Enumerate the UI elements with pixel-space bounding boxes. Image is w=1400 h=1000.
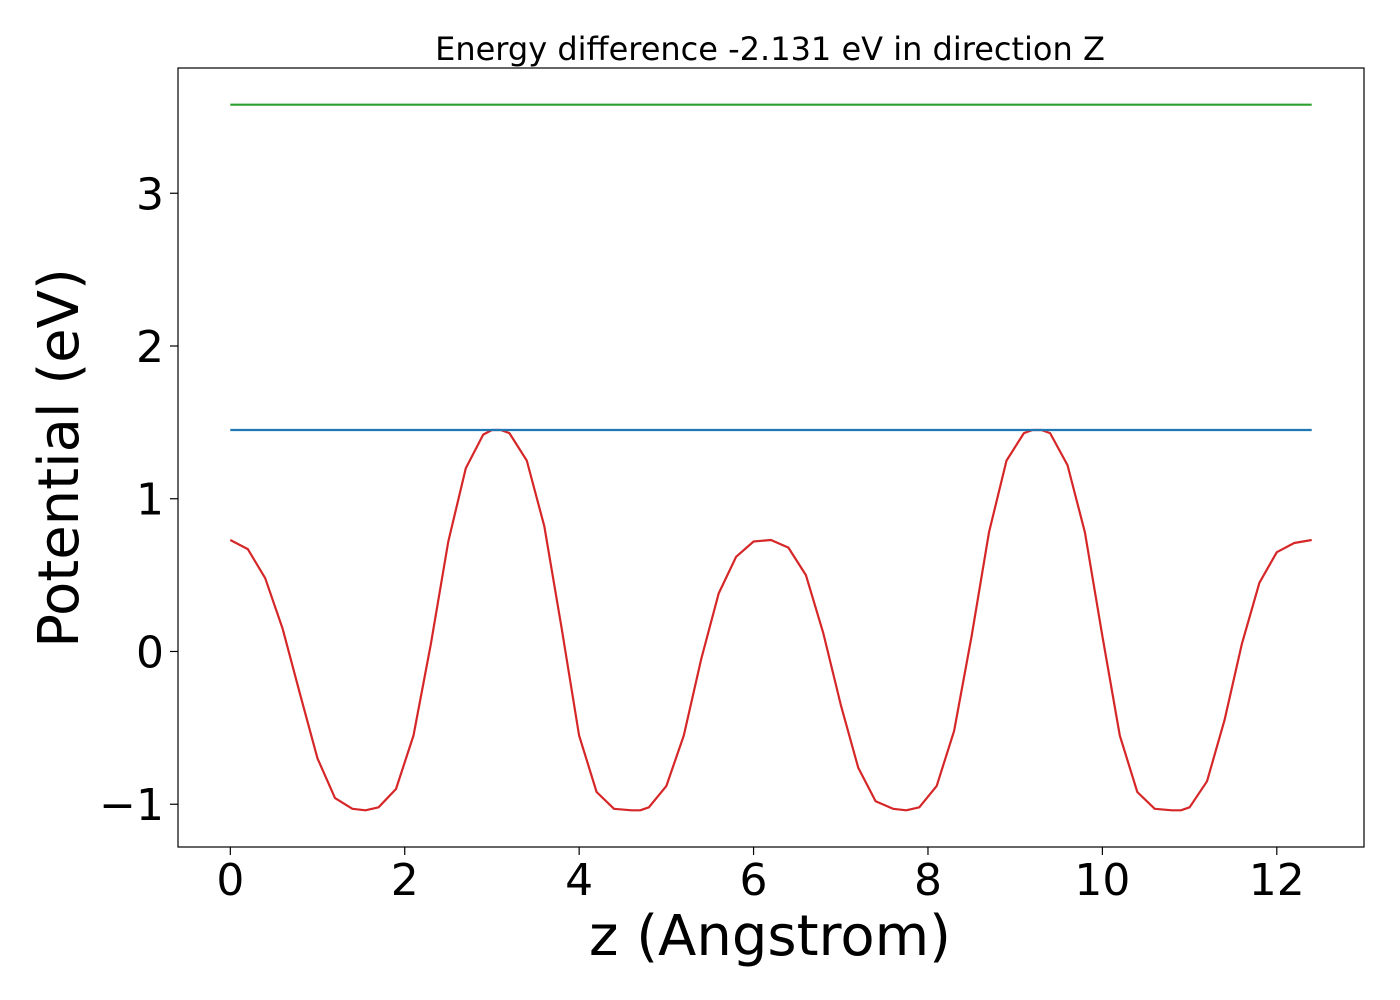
plot-lines [229,103,1312,812]
chart-title: Energy difference -2.131 eV in direction… [435,30,1105,68]
x-tick-label: 12 [1249,855,1305,906]
y-axis-ticks: −1 0 1 2 3 [99,169,178,831]
y-tick-label: −1 [99,780,164,831]
y-tick-label: 0 [136,627,164,678]
y-tick-label: 2 [136,322,164,373]
x-axis-label: z (Angstrom) [589,904,951,969]
x-axis-ticks: 0 2 4 6 8 10 12 [216,847,1305,906]
x-tick-label: 10 [1074,855,1130,906]
x-tick-label: 4 [565,855,593,906]
x-tick-label: 8 [914,855,942,906]
x-tick-label: 6 [740,855,768,906]
x-tick-label: 0 [216,855,244,906]
y-axis-label: Potential (eV) [27,268,92,648]
series-line-1 [229,428,1312,812]
plot-frame [177,67,1365,848]
y-tick-label: 1 [136,475,164,526]
y-tick-label: 3 [136,169,164,220]
x-tick-label: 2 [391,855,419,906]
